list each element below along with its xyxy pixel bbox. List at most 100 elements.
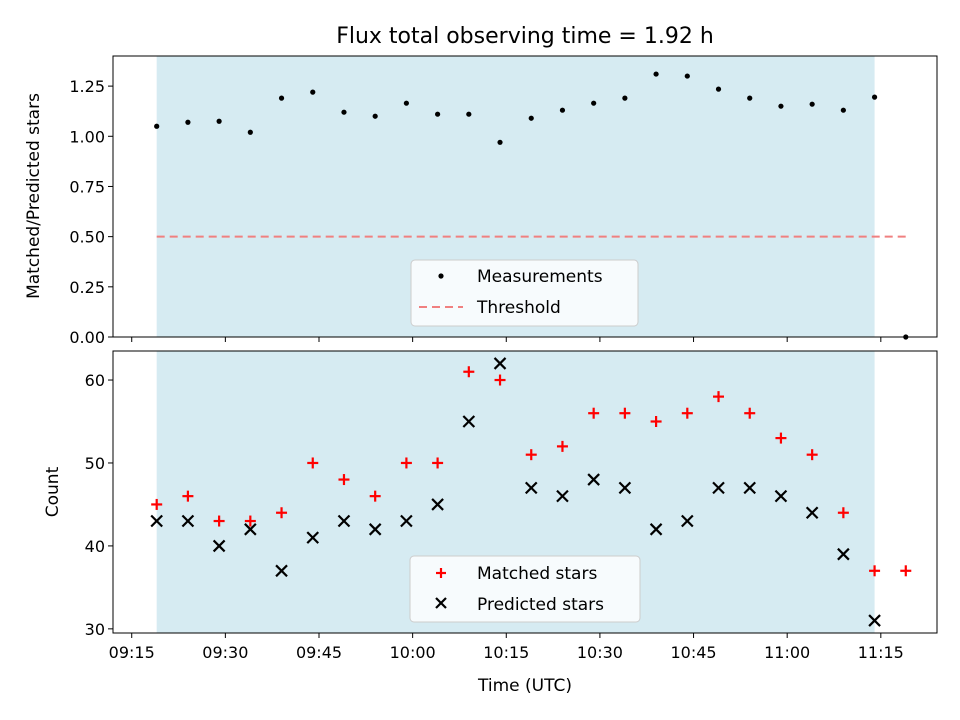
matched-star-point — [213, 515, 225, 527]
x-tick-label: 11:00 — [764, 643, 810, 662]
matched-star-point — [151, 498, 163, 510]
measurement-point — [466, 111, 472, 117]
bottom-axes-frame — [112, 350, 938, 634]
predicted-star-point — [462, 415, 476, 428]
bottom-panel: 30 40 50 60 09:15 09:30 09:45 10:00 10:15 10:30 1… — [43, 350, 938, 696]
predicted-star-point — [150, 514, 163, 528]
matched-star-point — [369, 490, 381, 502]
measurement-point — [372, 113, 378, 119]
x-tick-label: 09:30 — [202, 643, 248, 662]
predicted-star-point — [587, 473, 600, 486]
predicted-star-point — [181, 514, 195, 528]
measurement-point — [278, 95, 285, 101]
matched-star-point — [744, 407, 756, 419]
matched-star-point — [525, 449, 537, 461]
top-legend: Measurements Threshold — [410, 259, 639, 327]
top-y-tick-label: 0.25 — [69, 278, 105, 297]
matched-star-point — [681, 407, 693, 419]
matched-star-point — [494, 374, 506, 386]
measurement-point — [247, 129, 253, 135]
top-y-tick-label: 0.00 — [69, 328, 105, 347]
x-tick-label: 09:45 — [296, 643, 342, 662]
top-y-tick-label: 0.75 — [69, 177, 105, 196]
matched-star-point — [276, 507, 288, 519]
measurement-point — [684, 73, 690, 79]
x-tick-label: 10:15 — [483, 643, 529, 662]
matched-star-point — [463, 366, 475, 378]
matched-star-point — [307, 457, 319, 469]
predicted-star-point — [618, 481, 632, 495]
measurement-point — [591, 100, 597, 106]
predicted-star-point — [868, 614, 881, 627]
bottom-y-tick-label: 40 — [85, 537, 105, 556]
matched-star-point — [775, 432, 787, 444]
bottom-legend: Matched stars Predicted stars — [409, 555, 641, 623]
measurement-point — [653, 71, 659, 77]
top-y-axis-label: Matched/Predicted stars — [24, 93, 44, 299]
predicted-star-point — [805, 506, 819, 520]
measurement-point — [559, 107, 566, 113]
top-y-ticks: 0.00 0.25 0.50 0.75 1.00 1.25 — [69, 77, 113, 347]
bottom-legend-box — [409, 555, 641, 623]
legend-matched-label: Matched stars — [477, 564, 597, 584]
predicted-star-point — [244, 523, 257, 536]
predicted-star-point — [212, 539, 226, 553]
measurement-point — [216, 118, 222, 124]
predicted-star-point — [275, 564, 288, 578]
matched-star-point — [338, 474, 350, 486]
measurement-points — [154, 71, 909, 340]
measurement-point — [715, 86, 722, 92]
x-tick-label: 09:15 — [109, 643, 155, 662]
bottom-y-tick-label: 30 — [85, 620, 105, 639]
bottom-y-axis-label: Count — [43, 466, 63, 517]
top-legend-box — [410, 259, 639, 327]
measurement-point — [310, 89, 316, 95]
predicted-star-point — [774, 489, 788, 503]
legend-threshold-label: Threshold — [476, 298, 561, 318]
matched-star-point — [900, 565, 912, 577]
x-tick-label: 10:00 — [390, 643, 436, 662]
predicted-star-point — [556, 489, 569, 503]
matched-star-point — [713, 391, 725, 403]
predicted-star-point — [306, 531, 320, 544]
predicted-star-point — [493, 357, 507, 370]
bottom-x-ticks: 09:15 09:30 09:45 10:00 10:15 10:30 10:45 11:00… — [109, 633, 904, 662]
matched-star-point — [869, 565, 881, 577]
matched-star-point — [556, 440, 568, 452]
predicted-star-point — [681, 514, 694, 528]
bottom-y-tick-label: 60 — [85, 371, 105, 390]
matched-star-point — [650, 416, 662, 427]
matched-star-point — [432, 457, 444, 469]
measurement-point — [840, 107, 846, 113]
predicted-star-point — [368, 523, 382, 536]
bottom-y-ticks: 30 40 50 60 — [85, 371, 113, 639]
top-y-tick-label: 0.50 — [69, 228, 105, 247]
x-tick-label: 11:15 — [858, 643, 904, 662]
predicted-star-point — [400, 514, 413, 528]
chart-title: Flux total observing time = 1.92 h — [336, 24, 714, 49]
top-y-tick-label: 1.25 — [69, 77, 105, 96]
legend-measurements-label: Measurements — [477, 267, 603, 287]
legend-measurements-marker — [438, 273, 444, 279]
x-axis-label: Time (UTC) — [477, 676, 572, 696]
legend-matched-marker — [436, 568, 446, 578]
predicted-star-point — [649, 523, 663, 536]
bottom-y-tick-label: 50 — [85, 454, 105, 473]
measurement-point — [871, 94, 878, 100]
top-panel: 0.00 0.25 0.50 0.75 1.00 1.25 Matched/Predict… — [24, 55, 938, 347]
measurement-point — [185, 119, 191, 125]
predicted-star-point — [431, 498, 444, 511]
matched-star-point — [244, 515, 256, 527]
x-tick-label: 10:45 — [670, 643, 716, 662]
x-tick-label: 10:30 — [577, 643, 623, 662]
measurement-point — [528, 115, 534, 121]
count-points — [150, 357, 912, 627]
measurement-point — [341, 109, 347, 115]
top-axes-frame — [112, 55, 938, 338]
measurement-point — [778, 103, 784, 109]
predicted-star-point — [337, 514, 351, 528]
predicted-star-point — [837, 547, 850, 561]
measurement-point — [435, 111, 441, 117]
measurement-point — [154, 123, 160, 129]
